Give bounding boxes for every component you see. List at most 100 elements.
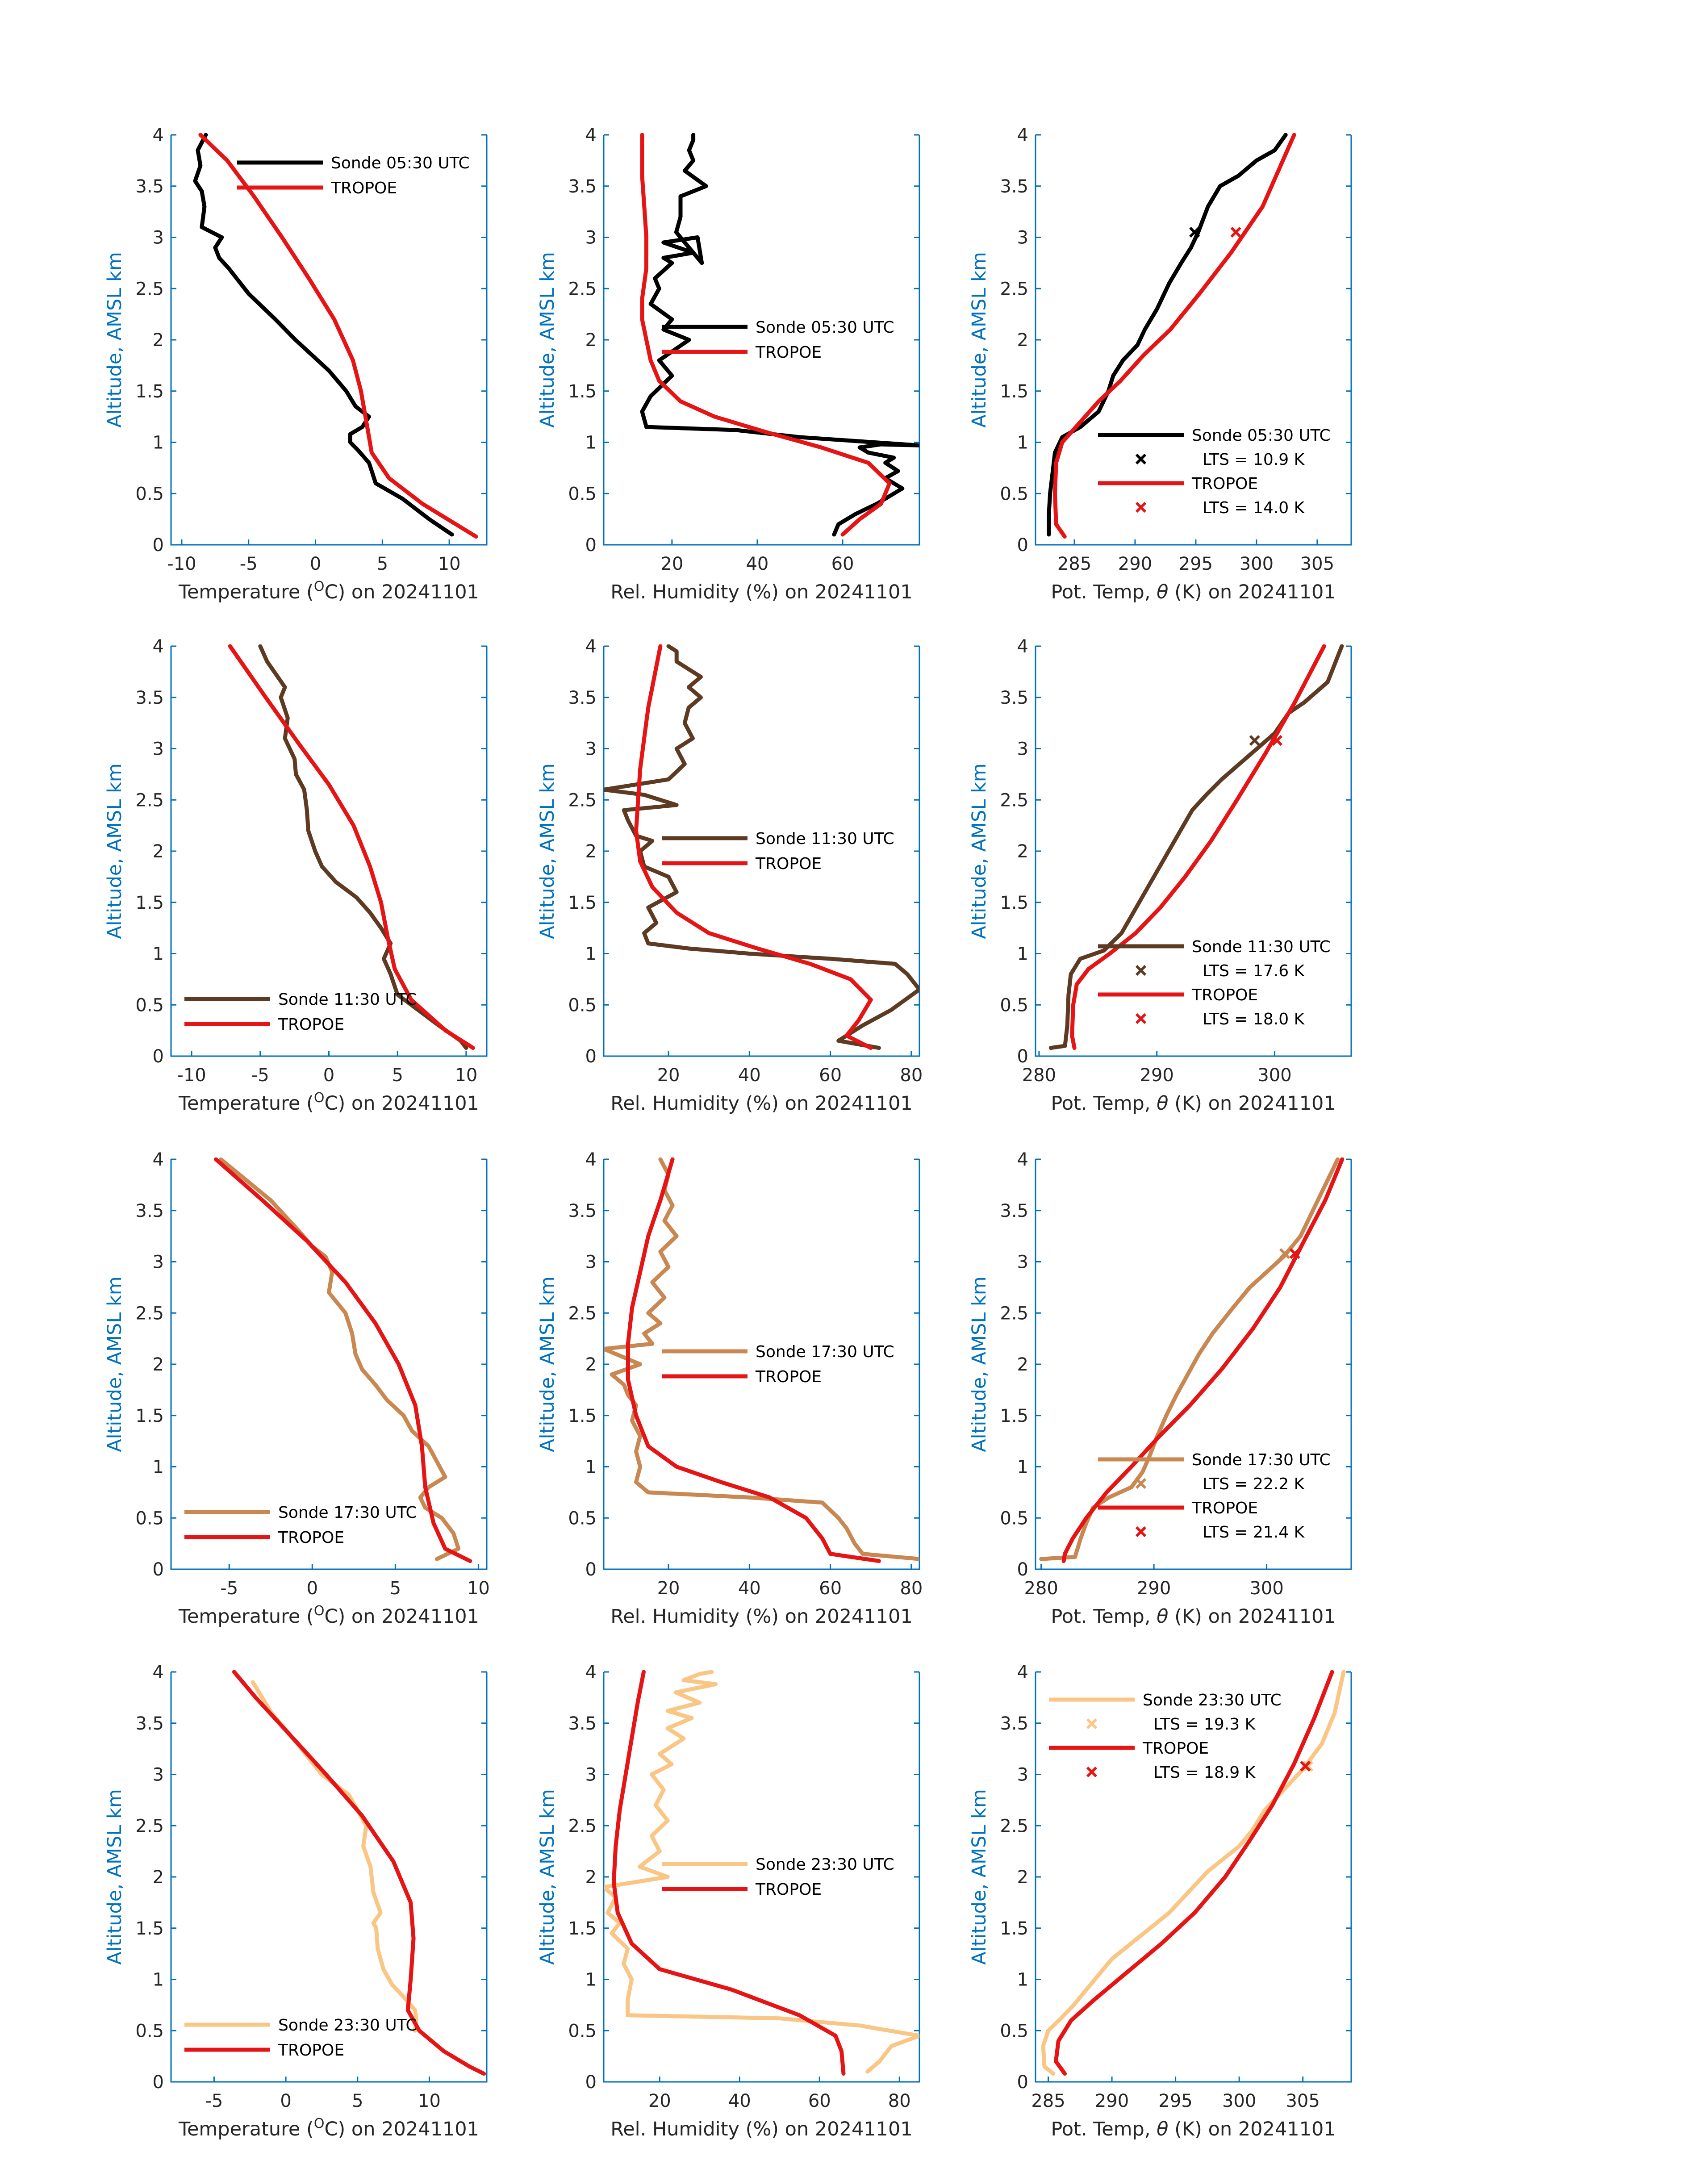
lts-marker bbox=[1230, 226, 1241, 238]
y-tick-label: 3.5 bbox=[1000, 176, 1028, 197]
legend-entry: TROPOE bbox=[755, 1368, 822, 1386]
y-tick-label: 4 bbox=[153, 636, 164, 657]
y-tick-label: 1.5 bbox=[568, 1406, 597, 1426]
y-tick-label: 0 bbox=[585, 1046, 597, 1067]
x-tick-label: 280 bbox=[1022, 1065, 1056, 1086]
tropoe-line bbox=[640, 133, 892, 537]
legend-marker bbox=[1135, 501, 1147, 513]
legend-entry: Sonde 05:30 UTC bbox=[331, 154, 470, 172]
y-tick-label: 4 bbox=[153, 1149, 164, 1170]
legend-lts: LTS = 21.4 K bbox=[1203, 1523, 1305, 1542]
y-tick-label: 0 bbox=[153, 2072, 164, 2093]
legend: Sonde 11:30 UTC LTS = 17.6 K TROPOE LTS = 1… bbox=[1098, 938, 1331, 1028]
tropoe-line bbox=[1061, 1157, 1345, 1563]
legend-lts: LTS = 14.0 K bbox=[1203, 499, 1305, 517]
sonde-line bbox=[258, 644, 468, 1050]
y-tick-label: 3 bbox=[153, 739, 164, 760]
y-tick-label: 4 bbox=[585, 1149, 597, 1170]
sonde-line bbox=[251, 1680, 418, 2033]
y-tick-label: 1 bbox=[1017, 1457, 1028, 1478]
legend-lts: LTS = 18.0 K bbox=[1203, 1010, 1305, 1028]
sonde-line bbox=[640, 133, 919, 537]
legend-marker bbox=[1086, 1718, 1098, 1730]
y-tick-label: 2 bbox=[585, 330, 597, 351]
y-tick-label: 1.5 bbox=[135, 1406, 164, 1426]
x-tick-label: 60 bbox=[831, 554, 854, 574]
x-tick-label: 300 bbox=[1249, 1578, 1283, 1599]
y-tick-label: 2 bbox=[585, 1354, 597, 1375]
x-tick-label: 290 bbox=[1140, 1065, 1174, 1086]
x-tick-label: 60 bbox=[819, 1065, 842, 1086]
y-tick-label: 1.5 bbox=[1000, 1406, 1028, 1426]
y-tick-label: 2 bbox=[153, 1867, 164, 1888]
x-axis-label: Temperature (OC) on 20241101 bbox=[178, 1090, 479, 1115]
legend-entry: Sonde 23:30 UTC bbox=[1143, 1691, 1282, 1709]
x-tick-label: 10 bbox=[467, 1578, 490, 1599]
legend: Sonde 05:30 UTC TROPOE bbox=[237, 154, 470, 197]
tropoe-line bbox=[626, 1157, 881, 1563]
x-tick-label: 5 bbox=[377, 554, 388, 574]
y-tick-label: 0.5 bbox=[568, 1508, 597, 1529]
y-tick-label: 1.5 bbox=[135, 381, 164, 402]
y-tick-label: 3.5 bbox=[568, 1713, 597, 1734]
lts-marker bbox=[1249, 735, 1260, 746]
y-tick-label: 2 bbox=[153, 841, 164, 862]
legend-lts: LTS = 19.3 K bbox=[1153, 1715, 1256, 1734]
y-tick-label: 3.5 bbox=[568, 176, 597, 197]
panel-r1-c2: 0 0.5 1 1.5 2 2.5 3 3.5 4 280 290 300 Altitude, AMSL… bbox=[968, 636, 1352, 1115]
y-axis-label: Altitude, AMSL km bbox=[536, 1789, 559, 1965]
y-axis-label: Altitude, AMSL km bbox=[536, 252, 559, 428]
y-tick-label: 3.5 bbox=[135, 176, 164, 197]
legend-lts: LTS = 18.9 K bbox=[1153, 1763, 1256, 1782]
y-tick-label: 0.5 bbox=[135, 995, 164, 1015]
x-tick-label: 0 bbox=[280, 2091, 291, 2111]
legend-marker bbox=[1135, 1013, 1147, 1024]
panel-r1-c1: 0 0.5 1 1.5 2 2.5 3 3.5 4 20 40 60 80 Altitude, AMSL … bbox=[536, 636, 923, 1115]
tropoe-line bbox=[611, 1670, 846, 2076]
x-tick-label: 300 bbox=[1222, 2091, 1256, 2111]
y-tick-label: 3.5 bbox=[1000, 1713, 1028, 1734]
panel-r3-c1: 0 0.5 1 1.5 2 2.5 3 3.5 4 20 40 60 80 Altitude, AMSL … bbox=[536, 1662, 920, 2140]
legend-entry: Sonde 23:30 UTC bbox=[756, 1855, 894, 1874]
y-tick-label: 2.5 bbox=[135, 1303, 164, 1324]
x-axis-label: Pot. Temp, θ (K) on 20241101 bbox=[1051, 2118, 1336, 2140]
lts-marker bbox=[1300, 1761, 1311, 1772]
panel-r1-c0: 0 0.5 1 1.5 2 2.5 3 3.5 4 -10 -5 0 5 10 Altitude, AMSL… bbox=[104, 636, 488, 1115]
y-tick-label: 1 bbox=[153, 433, 164, 453]
legend-marker bbox=[1135, 1478, 1147, 1489]
y-tick-label: 0 bbox=[585, 535, 597, 556]
legend: Sonde 11:30 UTC TROPOE bbox=[184, 990, 417, 1034]
y-tick-label: 1 bbox=[153, 944, 164, 965]
sonde-line bbox=[604, 1157, 919, 1561]
x-tick-label: 80 bbox=[900, 1065, 923, 1086]
x-tick-label: 5 bbox=[390, 1578, 401, 1599]
x-tick-label: 290 bbox=[1095, 2091, 1129, 2111]
x-tick-label: 10 bbox=[455, 1065, 477, 1086]
x-tick-label: 40 bbox=[738, 1065, 761, 1086]
legend-entry: Sonde 11:30 UTC bbox=[1192, 938, 1331, 956]
tropoe-line bbox=[634, 644, 873, 1050]
sonde-line bbox=[604, 644, 919, 1050]
y-tick-label: 4 bbox=[1017, 636, 1028, 657]
y-tick-label: 0 bbox=[1017, 1046, 1028, 1067]
y-tick-label: 3 bbox=[585, 1765, 597, 1785]
y-tick-label: 0 bbox=[153, 1046, 164, 1067]
panel-r2-c2: 0 0.5 1 1.5 2 2.5 3 3.5 4 280 290 300 Altitude, AMSL… bbox=[968, 1149, 1352, 1628]
x-tick-label: 0 bbox=[307, 1578, 318, 1599]
x-tick-label: 10 bbox=[418, 2091, 441, 2111]
legend-lts: LTS = 10.9 K bbox=[1203, 451, 1305, 469]
lts-marker bbox=[1279, 1248, 1290, 1259]
x-tick-label: 300 bbox=[1257, 1065, 1291, 1086]
legend-entry: TROPOE bbox=[755, 1880, 822, 1899]
x-axis-label: Temperature (OC) on 20241101 bbox=[178, 2116, 479, 2141]
y-tick-label: 1.5 bbox=[1000, 893, 1028, 913]
x-axis-label: Pot. Temp, θ (K) on 20241101 bbox=[1051, 1605, 1336, 1628]
x-tick-label: 280 bbox=[1024, 1578, 1058, 1599]
y-tick-label: 0.5 bbox=[568, 2021, 597, 2041]
y-tick-label: 2 bbox=[1017, 330, 1028, 351]
x-tick-label: 40 bbox=[746, 554, 768, 574]
y-tick-label: 1 bbox=[153, 1457, 164, 1478]
x-tick-label: 285 bbox=[1057, 554, 1091, 574]
y-axis-label: Altitude, AMSL km bbox=[536, 1276, 559, 1452]
